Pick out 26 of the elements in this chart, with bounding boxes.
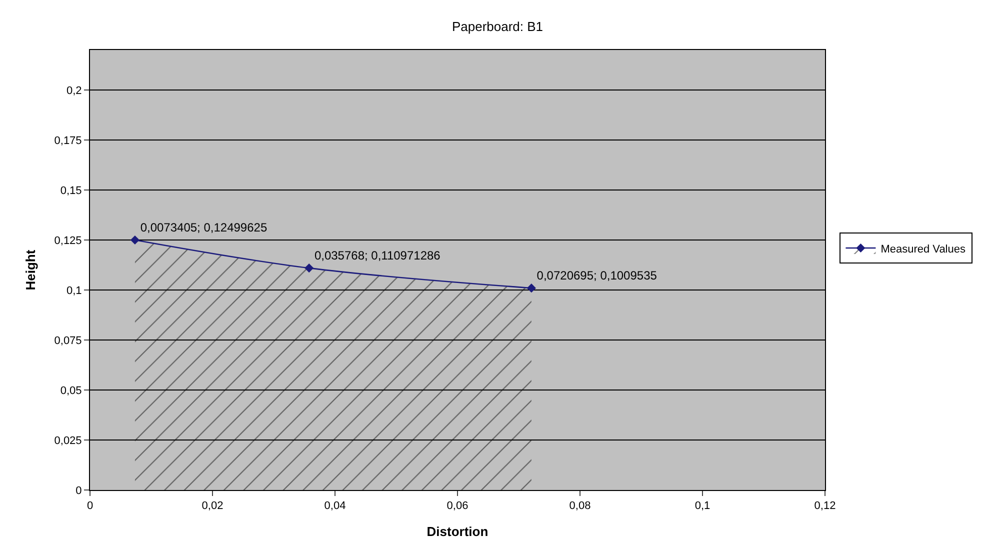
y-tick-label: 0,175	[54, 134, 82, 147]
x-axis-title: Distortion	[426, 524, 488, 539]
y-tick-label: 0,15	[60, 184, 82, 197]
y-tick-label: 0,2	[66, 84, 82, 97]
point	[526, 284, 536, 293]
y-tick-label: 0,075	[54, 334, 82, 347]
y-tick-label: 0,1	[66, 284, 82, 297]
point	[130, 235, 140, 245]
y-tick-label: 0,05	[60, 384, 82, 397]
legend-label: Measured Values	[880, 243, 966, 256]
x-tick-label: 0,04	[324, 500, 346, 512]
data-label: 0,0720695; 0,1009535	[536, 268, 658, 283]
data-label: 0,035768; 0,110971286	[314, 248, 441, 263]
x-tick-label: 0,12	[814, 500, 836, 512]
x-tick-label: 0,1	[694, 500, 710, 512]
x-tick-label: 0,06	[446, 500, 468, 512]
point	[304, 264, 314, 273]
y-tick-label: 0,025	[54, 434, 82, 447]
x-tick-label: 0,08	[569, 500, 591, 512]
y-axis-title: Height	[23, 249, 38, 290]
y-tick-label: 0,125	[54, 234, 82, 247]
data-label: 0,0073405; 0,12499625	[140, 220, 268, 235]
x-tick-label: 0	[86, 500, 94, 512]
chart-title: Paperboard: B1	[452, 19, 544, 34]
x-tick-label: 0,02	[202, 500, 224, 512]
y-tick-label: 0	[76, 484, 82, 497]
